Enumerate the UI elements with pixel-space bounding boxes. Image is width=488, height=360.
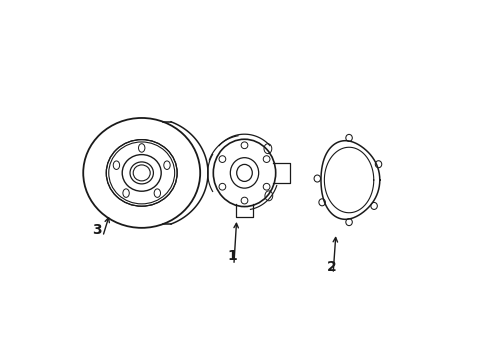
- Text: 1: 1: [227, 249, 237, 263]
- Text: 2: 2: [326, 260, 336, 274]
- Text: 3: 3: [92, 222, 102, 237]
